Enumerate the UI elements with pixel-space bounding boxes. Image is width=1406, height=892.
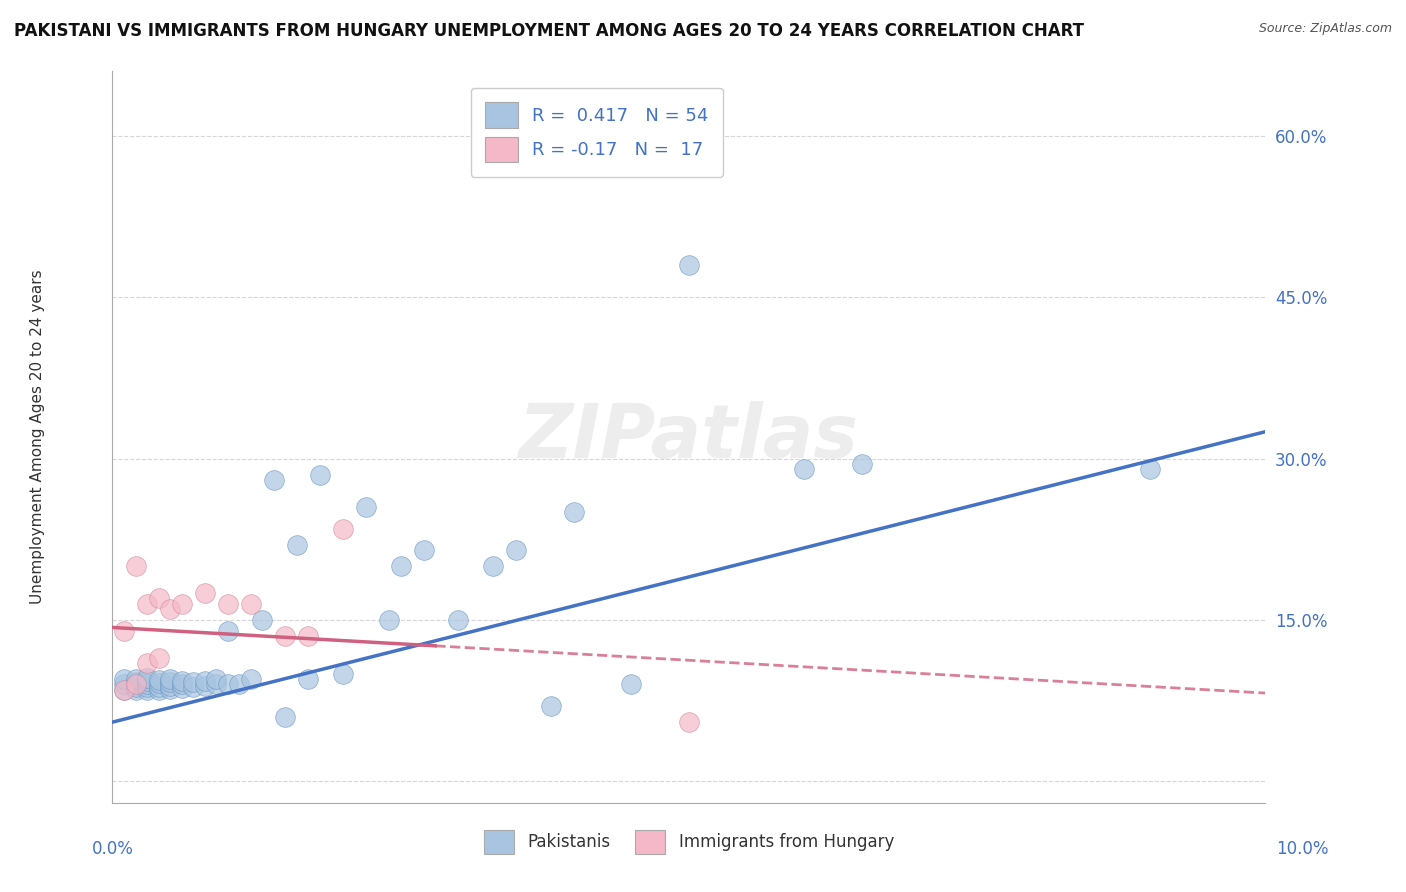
Point [194,586,217,600]
Point [274,629,297,643]
Text: 0.0%: 0.0% [91,840,134,858]
Point [678,715,700,730]
Point [124,677,146,691]
Point [148,673,170,688]
Point [159,681,181,696]
Point [136,671,159,685]
Point [482,559,505,574]
Point [562,505,585,519]
Point [194,674,217,689]
Point [148,650,170,665]
Point [851,457,873,471]
Point [332,666,354,681]
Point [112,672,135,686]
Point [378,613,401,627]
Point [354,500,377,514]
Point [412,543,434,558]
Point [274,710,297,724]
Point [136,677,159,691]
Legend: Pakistanis, Immigrants from Hungary: Pakistanis, Immigrants from Hungary [477,823,901,860]
Point [136,680,159,694]
Point [170,674,193,689]
Point [124,675,146,690]
Point [285,538,308,552]
Text: PAKISTANI VS IMMIGRANTS FROM HUNGARY UNEMPLOYMENT AMONG AGES 20 TO 24 YEARS CORR: PAKISTANI VS IMMIGRANTS FROM HUNGARY UNE… [14,22,1084,40]
Point [136,656,159,670]
Point [505,543,527,558]
Point [181,675,204,690]
Point [170,677,193,691]
Point [159,672,181,686]
Point [148,680,170,694]
Point [136,597,159,611]
Point [217,597,239,611]
Point [159,675,181,690]
Point [217,624,239,638]
Point [217,677,239,691]
Text: 10.0%: 10.0% [1277,840,1329,858]
Point [540,698,562,713]
Point [136,682,159,697]
Point [148,591,170,606]
Point [239,672,262,686]
Point [194,679,217,693]
Point [181,680,204,694]
Point [170,597,193,611]
Text: Source: ZipAtlas.com: Source: ZipAtlas.com [1258,22,1392,36]
Point [309,467,332,482]
Point [620,677,643,691]
Point [228,677,250,691]
Point [148,676,170,690]
Point [159,679,181,693]
Point [389,559,412,574]
Point [112,682,135,697]
Point [263,473,285,487]
Point [252,613,274,627]
Point [124,672,146,686]
Point [124,680,146,694]
Text: ZIPatlas: ZIPatlas [519,401,859,474]
Point [1139,462,1161,476]
Point [205,672,228,686]
Point [124,559,146,574]
Point [678,258,700,272]
Point [793,462,815,476]
Point [112,682,135,697]
Point [124,682,146,697]
Point [112,677,135,691]
Text: Unemployment Among Ages 20 to 24 years: Unemployment Among Ages 20 to 24 years [30,269,45,605]
Point [159,602,181,616]
Point [297,672,319,686]
Point [332,521,354,535]
Point [447,613,470,627]
Point [297,629,319,643]
Point [239,597,262,611]
Point [136,674,159,689]
Point [112,624,135,638]
Point [205,677,228,691]
Point [170,681,193,695]
Point [148,682,170,697]
